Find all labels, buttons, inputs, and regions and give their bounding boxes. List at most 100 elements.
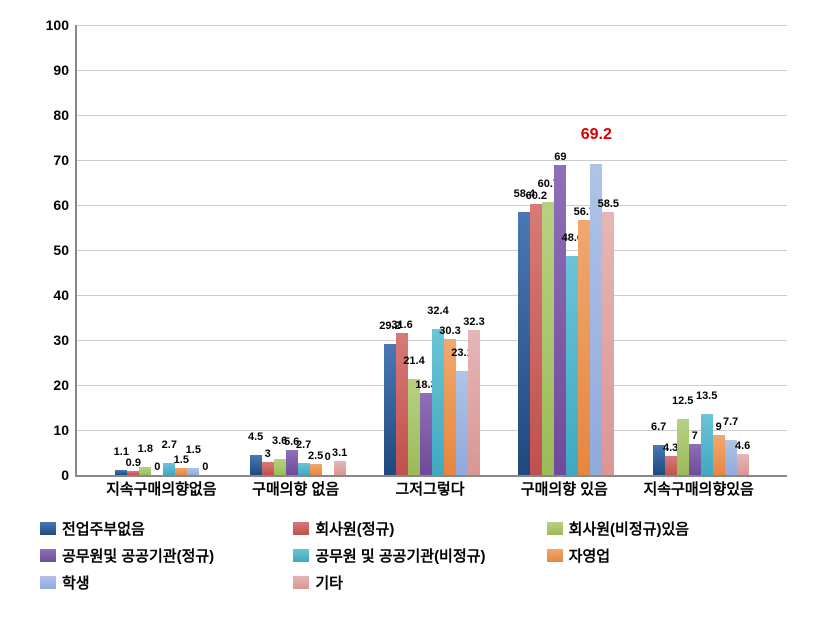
bar — [530, 204, 542, 475]
legend-item: 공무원및 공공기관(정규) — [40, 545, 293, 566]
bar — [420, 393, 432, 475]
bar — [187, 468, 199, 475]
legend-label: 회사원(정규) — [315, 518, 394, 539]
legend-label: 공무원 및 공공기관(비정규) — [315, 545, 485, 566]
legend-swatch — [293, 549, 309, 562]
bar-value-label: 2.5 — [308, 450, 323, 462]
bar-value-label: 69.2 — [581, 126, 612, 144]
bar-value-label: 2.7 — [162, 439, 177, 451]
bar — [175, 468, 187, 475]
y-tick-label: 100 — [46, 17, 77, 33]
bar — [542, 202, 554, 475]
bar — [432, 329, 444, 475]
category-label: 지속구매의향있음 — [643, 478, 753, 499]
bar-value-label: 0 — [325, 451, 331, 463]
legend-swatch — [40, 549, 56, 562]
bar — [578, 220, 590, 475]
bar — [384, 344, 396, 475]
bar — [274, 459, 286, 475]
category-label: 그저그렇다 — [395, 478, 464, 499]
bar-value-label: 0 — [154, 461, 160, 473]
legend: 전업주부없음 회사원(정규) 회사원(비정규)있음공무원및 공공기관(정규) 공무원 … — [40, 518, 800, 593]
bar — [566, 256, 578, 475]
bar — [713, 435, 725, 476]
legend-label: 전업주부없음 — [62, 518, 145, 539]
bar-value-label: 7 — [692, 430, 698, 442]
bar-value-label: 13.5 — [696, 390, 717, 402]
y-tick-label: 20 — [53, 377, 77, 393]
bar — [444, 339, 456, 475]
bar-value-label: 60.2 — [526, 190, 547, 202]
bar — [665, 456, 677, 475]
bar-value-label: 9 — [716, 421, 722, 433]
bar — [250, 455, 262, 475]
legend-label: 공무원및 공공기관(정규) — [62, 545, 214, 566]
bar — [590, 164, 602, 475]
legend-swatch — [547, 549, 563, 562]
bar-value-label: 69 — [554, 151, 566, 163]
legend-item: 학생 — [40, 572, 293, 593]
legend-swatch — [547, 522, 563, 535]
y-tick-label: 10 — [53, 422, 77, 438]
bar — [689, 444, 701, 476]
bar-value-label: 1.8 — [138, 443, 153, 455]
bar — [310, 464, 322, 475]
bar — [127, 471, 139, 475]
bar — [408, 379, 420, 475]
legend-item: 회사원(정규) — [293, 518, 546, 539]
bars-layer: 1.10.91.802.71.51.504.533.65.62.72.503.1… — [77, 25, 787, 475]
legend-swatch — [293, 576, 309, 589]
legend-swatch — [293, 522, 309, 535]
bar-value-label: 12.5 — [672, 395, 693, 407]
bar-value-label: 4.5 — [248, 431, 263, 443]
legend-item: 회사원(비정규)있음 — [547, 518, 800, 539]
legend-label: 학생 — [62, 572, 90, 593]
bar — [139, 467, 151, 475]
bar — [334, 461, 346, 475]
bar-value-label: 21.4 — [403, 355, 424, 367]
bar-value-label: 6.7 — [651, 421, 666, 433]
bar-value-label: 4.6 — [735, 440, 750, 452]
bar — [468, 330, 480, 475]
bar — [456, 371, 468, 475]
bar-value-label: 1.5 — [186, 444, 201, 456]
y-tick-label: 80 — [53, 107, 77, 123]
bar-value-label: 31.6 — [391, 319, 412, 331]
bar — [262, 462, 274, 476]
legend-item: 전업주부없음 — [40, 518, 293, 539]
category-label: 구매의향 없음 — [252, 478, 339, 499]
legend-item: 자영업 — [547, 545, 800, 566]
bar-value-label: 30.3 — [439, 325, 460, 337]
chart-container: (단위:%) 0102030405060708090100 1.10.91.80… — [20, 20, 805, 540]
legend-item: 공무원 및 공공기관(비정규) — [293, 545, 546, 566]
plot-area: 0102030405060708090100 1.10.91.802.71.51… — [75, 25, 787, 477]
y-tick-label: 30 — [53, 332, 77, 348]
y-tick-label: 40 — [53, 287, 77, 303]
y-tick-label: 70 — [53, 152, 77, 168]
y-tick-label: 60 — [53, 197, 77, 213]
bar-value-label: 3 — [265, 448, 271, 460]
legend-swatch — [40, 576, 56, 589]
bar — [554, 165, 566, 476]
legend-swatch — [40, 522, 56, 535]
category-label: 구매의향 있음 — [521, 478, 608, 499]
bar-value-label: 32.3 — [463, 316, 484, 328]
bar — [286, 450, 298, 475]
category-label: 지속구매의향없음 — [106, 478, 216, 499]
bar-value-label: 0 — [202, 461, 208, 473]
bar — [737, 454, 749, 475]
bar-value-label: 58.5 — [598, 198, 619, 210]
bar — [677, 419, 689, 475]
bar-value-label: 3.1 — [332, 447, 347, 459]
legend-label: 기타 — [315, 572, 343, 593]
y-tick-label: 50 — [53, 242, 77, 258]
bar — [701, 414, 713, 475]
legend-label: 회사원(비정규)있음 — [569, 518, 689, 539]
bar — [518, 212, 530, 475]
y-tick-label: 0 — [61, 467, 77, 483]
bar-value-label: 7.7 — [723, 416, 738, 428]
bar — [115, 470, 127, 475]
bar-value-label: 32.4 — [427, 305, 448, 317]
legend-label: 자영업 — [569, 545, 610, 566]
bar — [298, 463, 310, 475]
